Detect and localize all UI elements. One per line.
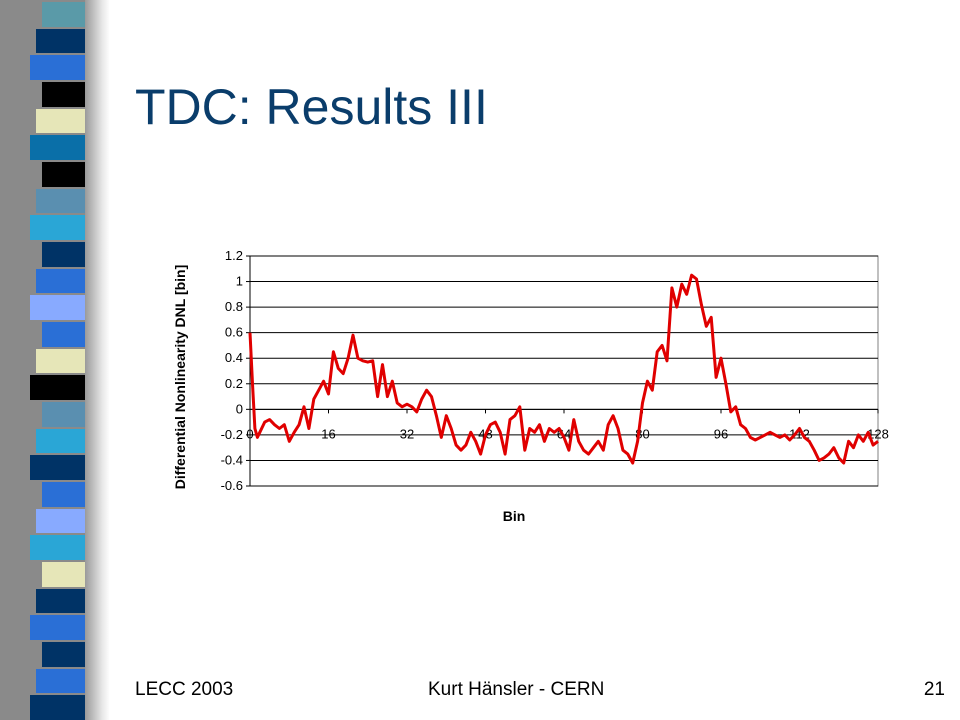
sidebar-block	[42, 402, 85, 427]
sidebar-block	[42, 642, 85, 667]
y-tick-label: 0.2	[225, 376, 243, 391]
sidebar-block	[36, 508, 85, 534]
y-tick-label: -0.6	[221, 478, 243, 493]
x-axis-label: Bin	[503, 508, 526, 524]
sidebar-block	[42, 562, 85, 587]
sidebar-block	[30, 55, 85, 80]
x-tick-label: 32	[400, 426, 414, 441]
sidebar-block	[42, 2, 85, 27]
x-tick-label: 128	[867, 426, 889, 441]
sidebar-block	[42, 242, 85, 267]
y-tick-label: 0	[236, 401, 243, 416]
sidebar-block	[36, 28, 85, 54]
sidebar-block	[36, 428, 85, 454]
sidebar-block	[30, 375, 85, 400]
footer-author: Kurt Hänsler - CERN	[428, 679, 605, 700]
sidebar-block	[36, 108, 85, 134]
sidebar-block	[42, 482, 85, 507]
footer-conference: LECC 2003	[135, 679, 234, 700]
x-tick-label: 0	[246, 426, 253, 441]
sidebar-block	[42, 322, 85, 347]
sidebar-block	[30, 135, 85, 160]
slide-title: TDC: Results III	[135, 79, 488, 135]
sidebar-shadow	[85, 0, 110, 720]
sidebar-block	[30, 295, 85, 320]
sidebar-block	[30, 535, 85, 560]
series-line	[248, 273, 879, 465]
y-axis-label: Differential Nonlinearity DNL [bin]	[172, 265, 188, 490]
y-tick-label: -0.4	[221, 452, 243, 467]
y-tick-label: 1.2	[225, 248, 243, 263]
y-tick-label: 0.6	[225, 325, 243, 340]
sidebar-block	[36, 668, 85, 694]
sidebar-block	[42, 162, 85, 187]
sidebar-block	[36, 588, 85, 614]
x-tick-label: 96	[714, 426, 728, 441]
y-tick-label: 0.4	[225, 350, 243, 365]
y-tick-label: 0.8	[225, 299, 243, 314]
sidebar-block	[36, 348, 85, 374]
sidebar-block	[30, 215, 85, 240]
sidebar-block	[36, 188, 85, 214]
y-tick-label: 1	[236, 274, 243, 289]
sidebar-block	[30, 455, 85, 480]
x-tick-label: 16	[321, 426, 335, 441]
sidebar-block	[30, 615, 85, 640]
sidebar-block	[30, 695, 85, 720]
decorative-sidebar	[0, 0, 110, 720]
y-tick-label: -0.2	[221, 427, 243, 442]
footer-slide-number: 21	[923, 679, 945, 700]
sidebar-block	[42, 82, 85, 107]
sidebar-block	[36, 268, 85, 294]
